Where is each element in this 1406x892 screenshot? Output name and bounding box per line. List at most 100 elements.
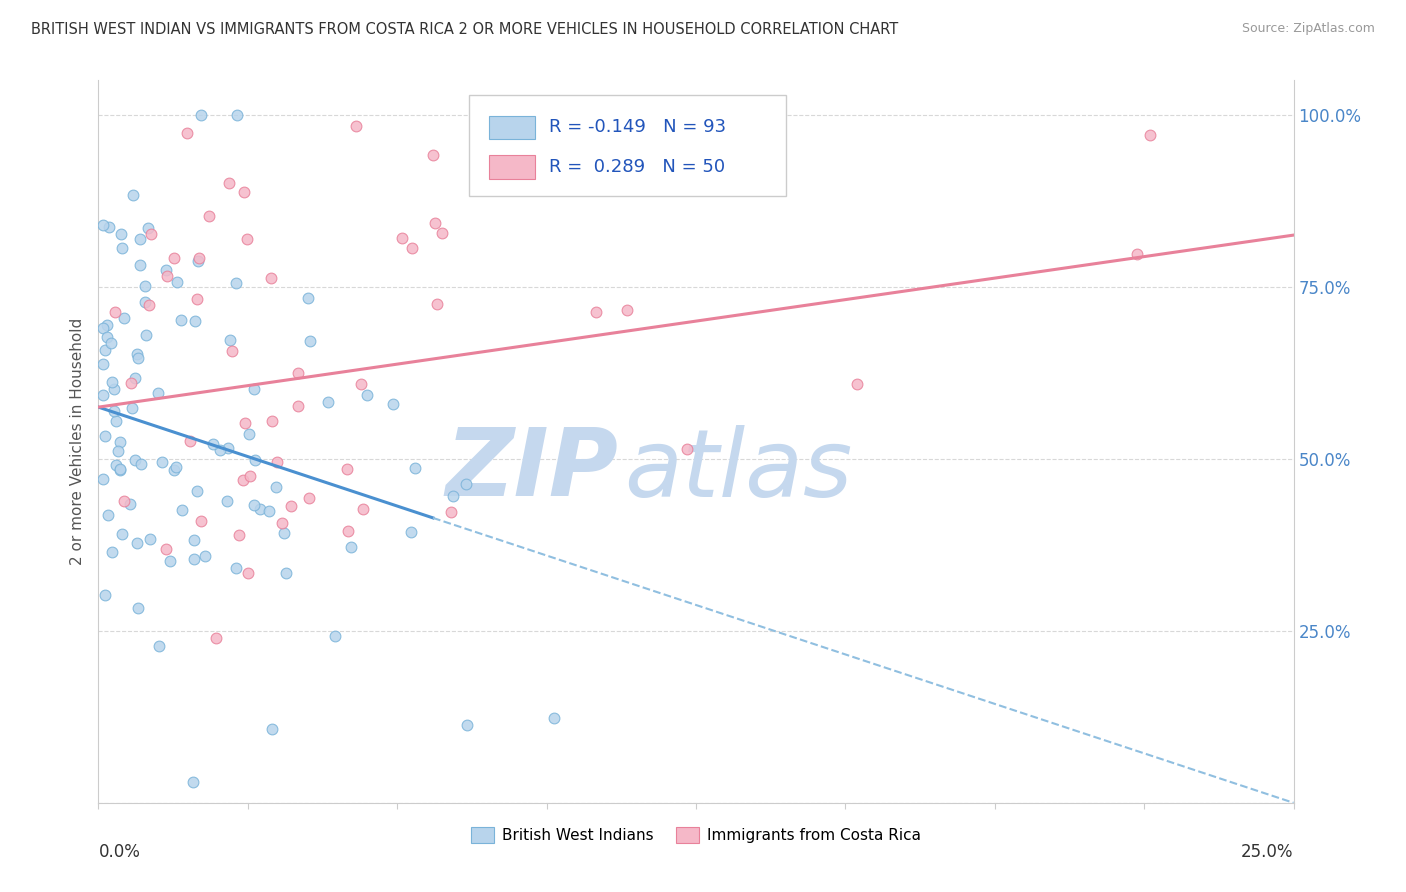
Point (125, 347, 148, 361)
Point (190, 108, 212, 122)
Point (218, 333, 240, 347)
Point (127, 351, 149, 365)
Point (217, 493, 239, 508)
Point (108, 434, 131, 449)
Point (136, 221, 159, 235)
Point (103, 404, 125, 418)
Point (122, 188, 145, 202)
Point (225, 108, 247, 122)
Point (225, 276, 247, 290)
Point (124, 452, 146, 467)
Point (179, 434, 201, 449)
Point (91, 320, 114, 334)
Point (183, 533, 205, 548)
Point (1139, 128, 1161, 142)
Point (118, 497, 141, 511)
Point (91, 472, 114, 486)
Point (155, 263, 177, 277)
Text: ZIP: ZIP (446, 425, 619, 516)
Point (91, 218, 114, 232)
Point (170, 503, 193, 517)
Point (270, 516, 292, 530)
Point (139, 533, 162, 547)
Point (107, 444, 129, 458)
Text: 25.0%: 25.0% (1241, 843, 1294, 861)
Point (401, 240, 423, 254)
Point (94, 429, 117, 443)
Point (111, 241, 134, 255)
Point (111, 527, 134, 541)
Point (166, 275, 188, 289)
Point (105, 414, 128, 428)
Point (336, 461, 359, 475)
Text: BRITISH WEST INDIAN VS IMMIGRANTS FROM COSTA RICA 2 OR MORE VEHICLES IN HOUSEHOL: BRITISH WEST INDIAN VS IMMIGRANTS FROM C… (31, 22, 898, 37)
Point (676, 442, 699, 457)
Text: atlas: atlas (624, 425, 852, 516)
Point (273, 526, 295, 541)
Point (382, 397, 405, 411)
Point (1126, 247, 1149, 261)
FancyBboxPatch shape (470, 95, 786, 196)
Point (616, 302, 638, 317)
Point (249, 501, 271, 516)
Point (135, 328, 157, 343)
Point (297, 291, 319, 305)
Legend: British West Indians, Immigrants from Costa Rica: British West Indians, Immigrants from Co… (465, 822, 927, 849)
Text: R = -0.149   N = 93: R = -0.149 N = 93 (548, 119, 725, 136)
Point (163, 252, 186, 266)
Point (404, 460, 426, 475)
Point (187, 251, 209, 265)
Point (138, 298, 160, 312)
Point (399, 525, 422, 540)
Point (93, 588, 115, 602)
Point (120, 376, 142, 391)
Text: R =  0.289   N = 50: R = 0.289 N = 50 (548, 158, 725, 176)
Point (323, 629, 346, 643)
Point (103, 383, 125, 397)
Point (233, 185, 256, 199)
Point (257, 504, 280, 518)
Point (129, 457, 152, 471)
Point (439, 505, 461, 519)
Point (232, 473, 254, 487)
Point (233, 416, 256, 430)
Point (112, 494, 135, 508)
Point (266, 455, 288, 469)
Point (97, 508, 120, 523)
Point (344, 119, 367, 133)
Point (238, 427, 260, 442)
Text: Source: ZipAtlas.com: Source: ZipAtlas.com (1241, 22, 1375, 36)
Point (228, 528, 250, 542)
Point (108, 463, 131, 477)
Text: 0.0%: 0.0% (98, 843, 141, 861)
Point (543, 711, 565, 725)
Point (152, 455, 174, 469)
Point (422, 148, 444, 162)
Point (243, 382, 266, 396)
Point (217, 441, 239, 455)
Bar (489, 116, 534, 139)
Point (155, 541, 177, 556)
Point (441, 489, 464, 503)
Point (190, 514, 212, 528)
Point (352, 502, 374, 516)
Point (141, 227, 163, 241)
Point (340, 541, 363, 555)
Point (176, 126, 198, 140)
Point (148, 639, 170, 653)
Point (186, 292, 208, 306)
Point (125, 536, 148, 550)
Point (262, 722, 284, 736)
Point (105, 458, 128, 472)
Point (201, 437, 224, 451)
Point (127, 601, 149, 615)
Point (391, 231, 413, 245)
Point (134, 279, 156, 293)
Point (155, 268, 177, 283)
Point (163, 463, 186, 477)
Point (101, 375, 124, 389)
Point (316, 395, 339, 409)
Point (170, 313, 193, 327)
Point (280, 500, 302, 514)
Point (298, 334, 321, 348)
